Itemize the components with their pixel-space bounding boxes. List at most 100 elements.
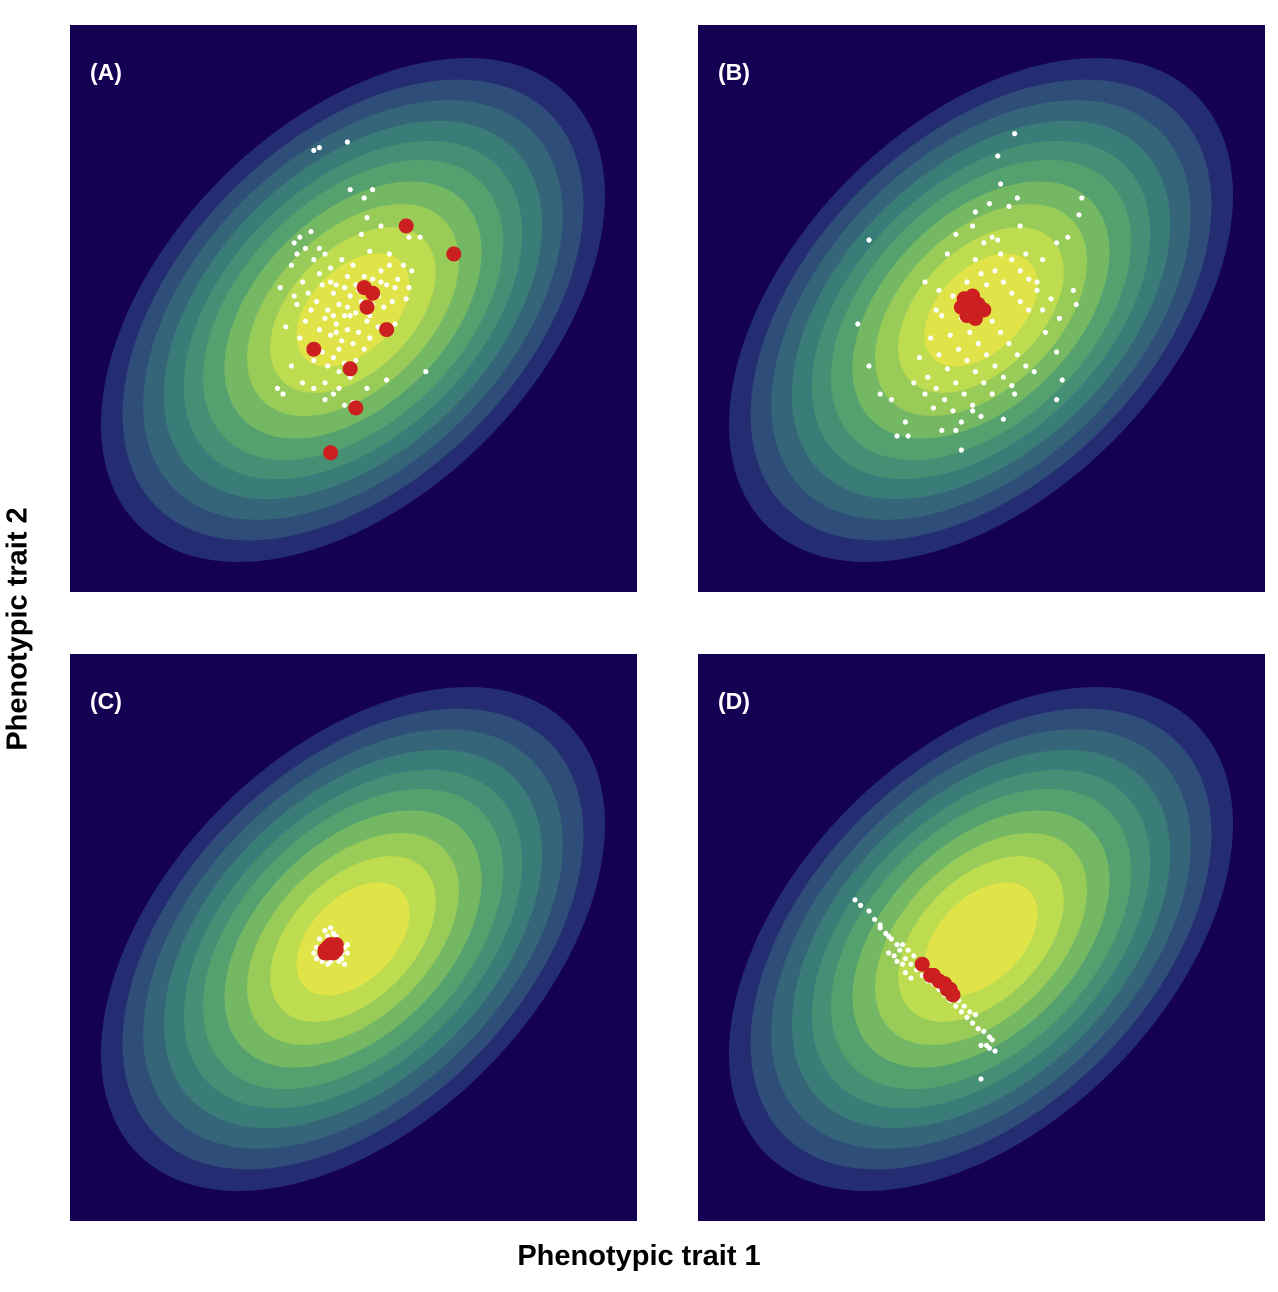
population-point bbox=[322, 397, 328, 403]
population-point bbox=[958, 1009, 964, 1015]
population-point bbox=[336, 385, 342, 391]
population-point bbox=[964, 357, 970, 363]
population-point bbox=[322, 315, 328, 321]
population-point bbox=[386, 251, 392, 257]
population-point bbox=[877, 925, 883, 931]
population-point bbox=[1023, 363, 1029, 369]
population-point bbox=[339, 257, 345, 263]
population-point bbox=[400, 262, 406, 268]
population-point bbox=[308, 229, 314, 235]
population-point bbox=[984, 1042, 990, 1048]
sample-point bbox=[446, 246, 462, 262]
population-point bbox=[981, 240, 987, 246]
population-point bbox=[361, 346, 367, 352]
population-point bbox=[866, 363, 872, 369]
population-point bbox=[1006, 341, 1012, 347]
population-point bbox=[342, 285, 348, 291]
population-point bbox=[322, 380, 328, 386]
population-point bbox=[944, 251, 950, 257]
population-point bbox=[1026, 276, 1032, 282]
population-point bbox=[939, 427, 945, 433]
sample-point bbox=[317, 942, 333, 958]
sample-point bbox=[342, 361, 358, 377]
population-point bbox=[911, 380, 917, 386]
population-point bbox=[894, 942, 900, 948]
population-point bbox=[342, 313, 348, 319]
population-point bbox=[900, 942, 906, 948]
population-point bbox=[311, 257, 317, 263]
population-point bbox=[314, 299, 320, 305]
population-point bbox=[308, 307, 314, 313]
population-point bbox=[302, 245, 308, 251]
population-point bbox=[1054, 397, 1060, 403]
population-point bbox=[944, 366, 950, 372]
population-point bbox=[316, 145, 322, 151]
population-point bbox=[333, 329, 339, 335]
population-point bbox=[902, 970, 908, 976]
population-point bbox=[378, 223, 384, 229]
population-point bbox=[942, 397, 948, 403]
population-point bbox=[314, 956, 320, 962]
population-point bbox=[995, 237, 1001, 243]
panel-d-plot bbox=[698, 654, 1265, 1221]
population-point bbox=[978, 1042, 984, 1048]
population-point bbox=[852, 897, 858, 903]
population-point bbox=[333, 282, 339, 288]
population-point bbox=[936, 352, 942, 358]
population-point bbox=[855, 321, 861, 327]
population-point bbox=[964, 1014, 970, 1020]
population-point bbox=[339, 338, 345, 344]
population-point bbox=[403, 296, 409, 302]
population-point bbox=[894, 433, 900, 439]
population-point bbox=[972, 369, 978, 375]
population-point bbox=[392, 285, 398, 291]
population-point bbox=[297, 335, 303, 341]
population-point bbox=[964, 279, 970, 285]
population-point bbox=[1000, 279, 1006, 285]
population-point bbox=[886, 933, 892, 939]
population-point bbox=[328, 332, 334, 338]
population-point bbox=[316, 936, 322, 942]
population-point bbox=[370, 276, 376, 282]
population-point bbox=[1009, 290, 1015, 296]
population-point bbox=[311, 950, 317, 956]
fitness-contours bbox=[100, 57, 606, 563]
population-point bbox=[1054, 240, 1060, 246]
population-point bbox=[992, 363, 998, 369]
population-point bbox=[905, 433, 911, 439]
population-point bbox=[347, 313, 353, 319]
population-point bbox=[364, 318, 370, 324]
population-point bbox=[1070, 287, 1076, 293]
population-point bbox=[1034, 287, 1040, 293]
population-point bbox=[1017, 223, 1023, 229]
population-point bbox=[356, 329, 362, 335]
population-point bbox=[978, 1076, 984, 1082]
panel-d-label: (D) bbox=[718, 688, 750, 714]
population-point bbox=[908, 975, 914, 981]
population-point bbox=[908, 961, 914, 967]
population-point bbox=[330, 391, 336, 397]
population-point bbox=[970, 1020, 976, 1026]
population-point bbox=[984, 282, 990, 288]
population-point bbox=[905, 947, 911, 953]
population-point bbox=[933, 307, 939, 313]
population-point bbox=[936, 287, 942, 293]
population-point bbox=[928, 335, 934, 341]
population-point bbox=[953, 380, 959, 386]
population-point bbox=[998, 251, 1004, 257]
population-point bbox=[328, 265, 334, 271]
population-point bbox=[911, 953, 917, 959]
population-point bbox=[406, 285, 412, 291]
population-point bbox=[989, 234, 995, 240]
population-point bbox=[367, 248, 373, 254]
population-point bbox=[956, 346, 962, 352]
sample-point bbox=[398, 218, 414, 234]
fitness-contours bbox=[100, 686, 606, 1192]
population-point bbox=[891, 953, 897, 959]
population-point bbox=[922, 391, 928, 397]
population-point bbox=[933, 385, 939, 391]
contour-level-10 bbox=[296, 882, 410, 996]
population-point bbox=[1009, 383, 1015, 389]
population-point bbox=[361, 195, 367, 201]
population-point bbox=[953, 231, 959, 237]
